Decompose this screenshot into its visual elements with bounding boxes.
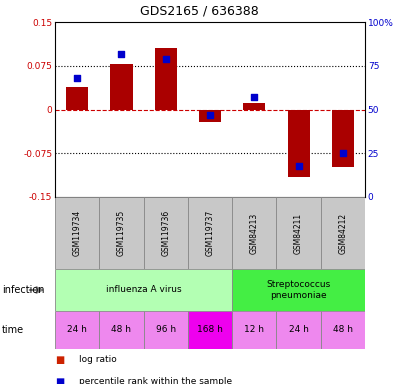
Bar xyxy=(277,311,321,349)
Bar xyxy=(55,197,99,269)
Bar xyxy=(155,48,177,109)
Bar xyxy=(199,109,221,122)
Text: 48 h: 48 h xyxy=(111,326,131,334)
Text: 12 h: 12 h xyxy=(244,326,264,334)
Text: influenza A virus: influenza A virus xyxy=(106,285,181,295)
Text: Streptococcus
pneumoniae: Streptococcus pneumoniae xyxy=(266,280,331,300)
Text: 48 h: 48 h xyxy=(333,326,353,334)
Bar xyxy=(188,311,232,349)
Bar xyxy=(287,109,310,177)
Bar xyxy=(110,64,133,109)
Bar xyxy=(144,197,188,269)
Bar xyxy=(99,311,144,349)
Bar xyxy=(332,109,354,167)
Text: GSM84212: GSM84212 xyxy=(338,212,347,253)
Bar xyxy=(277,197,321,269)
Text: GSM119735: GSM119735 xyxy=(117,210,126,256)
Bar xyxy=(232,269,365,311)
Text: GSM119734: GSM119734 xyxy=(73,210,82,256)
Text: ■: ■ xyxy=(55,355,64,365)
Text: GSM119736: GSM119736 xyxy=(161,210,170,256)
Point xyxy=(251,94,258,100)
Bar xyxy=(144,311,188,349)
Bar xyxy=(66,87,88,109)
Point xyxy=(295,162,302,169)
Text: log ratio: log ratio xyxy=(79,356,117,364)
Point xyxy=(118,50,125,56)
Text: GDS2165 / 636388: GDS2165 / 636388 xyxy=(140,4,258,17)
Text: ■: ■ xyxy=(55,377,64,384)
Point xyxy=(339,150,346,156)
Bar xyxy=(321,311,365,349)
Text: GSM84211: GSM84211 xyxy=(294,212,303,253)
Bar xyxy=(243,103,265,109)
Bar xyxy=(188,197,232,269)
Text: time: time xyxy=(2,325,24,335)
Bar xyxy=(232,197,277,269)
Point xyxy=(162,56,169,62)
Text: 96 h: 96 h xyxy=(156,326,176,334)
Text: infection: infection xyxy=(2,285,45,295)
Bar xyxy=(55,269,232,311)
Bar xyxy=(232,311,277,349)
Bar xyxy=(321,197,365,269)
Bar xyxy=(55,311,99,349)
Point xyxy=(74,75,80,81)
Text: GSM119737: GSM119737 xyxy=(205,210,215,256)
Text: 24 h: 24 h xyxy=(67,326,87,334)
Point xyxy=(207,112,213,118)
Text: GSM84213: GSM84213 xyxy=(250,212,259,253)
Text: percentile rank within the sample: percentile rank within the sample xyxy=(79,377,232,384)
Text: 24 h: 24 h xyxy=(289,326,308,334)
Bar xyxy=(99,197,144,269)
Text: 168 h: 168 h xyxy=(197,326,223,334)
